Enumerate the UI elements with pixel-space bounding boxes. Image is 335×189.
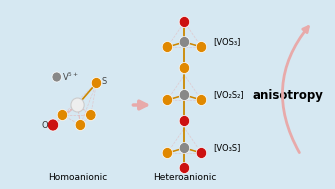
- Text: Heteroanionic: Heteroanionic: [153, 174, 216, 183]
- Text: V$^{5+}$: V$^{5+}$: [62, 71, 79, 83]
- Circle shape: [179, 36, 190, 47]
- FancyArrowPatch shape: [133, 101, 146, 109]
- Circle shape: [179, 163, 190, 174]
- Circle shape: [179, 115, 190, 126]
- Circle shape: [52, 72, 62, 82]
- Text: [VO₂S₂]: [VO₂S₂]: [213, 91, 244, 99]
- Circle shape: [57, 109, 68, 121]
- Circle shape: [196, 94, 207, 105]
- Circle shape: [179, 90, 190, 101]
- Circle shape: [162, 42, 173, 53]
- Circle shape: [75, 119, 85, 130]
- Circle shape: [196, 42, 207, 53]
- Circle shape: [179, 63, 190, 74]
- Circle shape: [179, 143, 190, 153]
- Circle shape: [179, 16, 190, 28]
- Circle shape: [162, 147, 173, 159]
- Text: [VO₃S]: [VO₃S]: [213, 143, 240, 153]
- Text: anisotropy: anisotropy: [253, 88, 323, 101]
- Circle shape: [71, 98, 84, 112]
- Text: O: O: [42, 122, 48, 130]
- Circle shape: [47, 119, 59, 131]
- Circle shape: [91, 77, 102, 88]
- Text: [VOS₃]: [VOS₃]: [213, 37, 240, 46]
- Circle shape: [179, 16, 190, 28]
- Text: S: S: [101, 77, 107, 85]
- Circle shape: [196, 147, 207, 159]
- FancyArrowPatch shape: [282, 27, 309, 153]
- Circle shape: [162, 94, 173, 105]
- Text: Homoanionic: Homoanionic: [48, 174, 107, 183]
- Circle shape: [85, 109, 96, 121]
